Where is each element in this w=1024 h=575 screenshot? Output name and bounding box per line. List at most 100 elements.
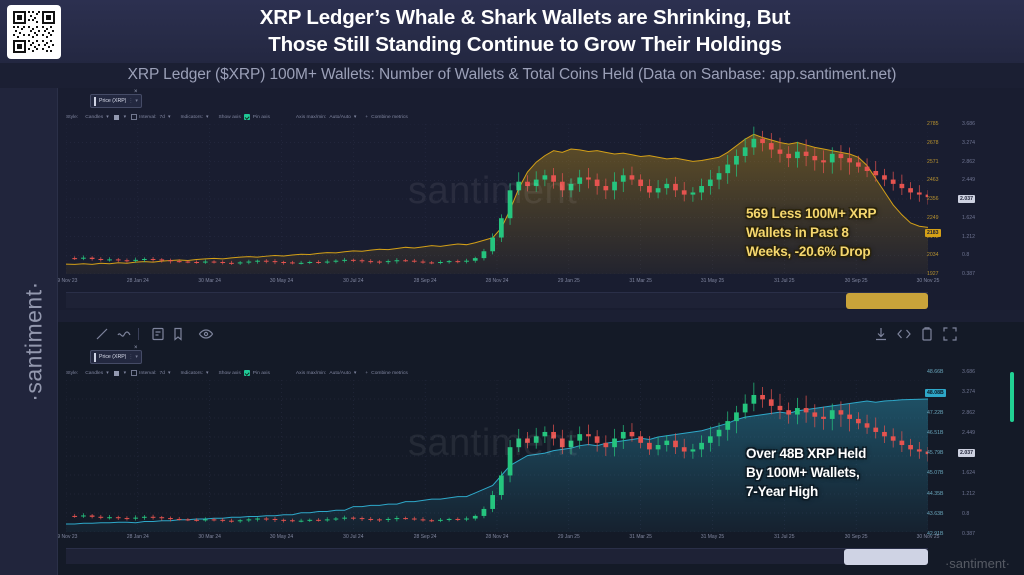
- show-axis-toggle-2[interactable]: [243, 370, 250, 376]
- y-price-tag: 2.037: [958, 449, 975, 457]
- indicators-label-2[interactable]: Indicators:: [180, 370, 204, 376]
- combine-plus-icon-2[interactable]: +: [365, 370, 369, 376]
- color-swatch-icon[interactable]: [113, 114, 119, 120]
- plot-area-1[interactable]: [66, 124, 928, 274]
- y-tick-price: 2.449: [962, 429, 975, 436]
- wave-tool-icon[interactable]: [116, 326, 132, 342]
- interval-label-2: Interval:: [139, 370, 157, 376]
- chip-caret-icon[interactable]: ▾: [135, 98, 138, 104]
- style-caret-icon-2[interactable]: ▾: [106, 371, 109, 376]
- range-scrollbar-2[interactable]: [66, 548, 928, 565]
- note-icon[interactable]: [150, 326, 166, 342]
- metric-chip-price[interactable]: Price (XRP) ⋮ ▾: [90, 94, 142, 108]
- axis-minmax-caret-icon-2[interactable]: ▾: [353, 371, 357, 376]
- y-axis-price-2[interactable]: 3.686 3.274 2.862 2.449 2.037 1.624 1.212 0.8 0.…: [956, 369, 990, 537]
- code-icon[interactable]: [896, 326, 912, 342]
- range-selection-1[interactable]: [846, 293, 928, 309]
- x-tick: 29 Nov 23: [58, 534, 78, 540]
- x-tick: 30 Nov 25: [916, 534, 940, 540]
- y-tick: 42.91B: [927, 531, 944, 537]
- y-tick-price: 0.387: [962, 271, 975, 277]
- style-value-2[interactable]: Candles: [85, 370, 104, 376]
- drawing-toolbar: [58, 322, 1024, 346]
- x-tick: 28 Sep 24: [413, 278, 437, 284]
- qr-code-icon: [7, 5, 61, 59]
- style-caret-icon[interactable]: ▾: [106, 115, 109, 120]
- indicators-label[interactable]: Indicators:: [180, 114, 204, 120]
- calendar-icon[interactable]: [131, 114, 138, 120]
- plot-area-2[interactable]: [66, 380, 928, 532]
- x-tick: 31 May 25: [700, 278, 725, 284]
- x-tick: 28 Nov 24: [485, 278, 509, 284]
- chip-caret-icon-2[interactable]: ▾: [135, 354, 138, 360]
- interval-value[interactable]: 7d: [159, 114, 165, 120]
- y-tick-price: 3.686: [962, 369, 975, 375]
- interval-value-2[interactable]: 7d: [159, 370, 165, 376]
- combine-metrics-label[interactable]: Combine metrics: [371, 114, 408, 120]
- pin-axis-label[interactable]: Pin axis: [252, 114, 270, 120]
- chip-close-icon[interactable]: ×: [134, 89, 138, 95]
- color-caret-icon[interactable]: ▾: [123, 115, 127, 120]
- x-tick: 28 Jan 24: [126, 534, 149, 540]
- line-tool-icon[interactable]: [94, 326, 110, 342]
- axis-minmax-value-2[interactable]: Auto/Auto: [329, 370, 351, 376]
- fullscreen-icon[interactable]: [942, 326, 958, 342]
- calendar-icon-2[interactable]: [131, 370, 138, 376]
- y-tick: 2463: [927, 177, 939, 184]
- indicators-caret-icon[interactable]: ▾: [206, 115, 209, 120]
- eye-icon[interactable]: [198, 326, 214, 342]
- combine-plus-icon[interactable]: +: [365, 114, 369, 120]
- indicators-caret-icon-2[interactable]: ▾: [206, 371, 209, 376]
- axis-minmax-label-2: Axis max/min:: [295, 370, 327, 376]
- axis-minmax-caret-icon[interactable]: ▾: [353, 115, 357, 120]
- annotation-callout-1: 569 Less 100M+ XRP Wallets in Past 8 Wee…: [746, 204, 877, 261]
- x-tick: 30 Sep 25: [844, 534, 868, 540]
- show-axis-toggle[interactable]: [243, 114, 250, 120]
- x-tick: 30 Nov 25: [916, 278, 940, 284]
- y-tick: 44.35B: [927, 490, 944, 497]
- y-axis-price-1[interactable]: 3.686 3.274 2.862 2.449 2.037 1.624 1.212 0.8 0.…: [956, 121, 990, 277]
- metric-chip-price-2[interactable]: Price (XRP) ⋮ ▾: [90, 350, 142, 364]
- y-axis-wallet-count[interactable]: 2785267825712463235622492142203419272183: [924, 121, 958, 277]
- y-tick-price: 0.8: [962, 510, 970, 517]
- interval-caret-icon[interactable]: ▾: [167, 115, 171, 120]
- combine-metrics-label-2[interactable]: Combine metrics: [371, 370, 408, 376]
- callout2-line-1: Over 48B XRP Held: [746, 446, 867, 461]
- range-scrollbar-1[interactable]: [66, 292, 928, 309]
- y-tick-price: 1.624: [962, 214, 975, 221]
- download-icon[interactable]: [873, 326, 889, 342]
- axis-minmax-label: Axis max/min:: [295, 114, 327, 120]
- x-tick: 29 Nov 23: [58, 278, 78, 284]
- y-tick: 2678: [927, 139, 939, 146]
- scroll-indicator[interactable]: [1010, 372, 1014, 422]
- axis-minmax-value[interactable]: Auto/Auto: [329, 114, 351, 120]
- y-tick-price: 2.449: [962, 177, 975, 184]
- x-tick: 31 Mar 25: [629, 278, 652, 284]
- y-axis-coins-held[interactable]: 48.66B 48.08B 47.22B 46.51B 45.79B 45.07B 44.3…: [924, 369, 958, 537]
- color-caret-icon-2[interactable]: ▾: [123, 371, 127, 376]
- y-tick: 2249: [927, 214, 939, 221]
- chart-panel-wallet-count: Price (XRP) ⋮ ▾ × Style: Candles ▾ ▾ Int…: [58, 88, 1024, 310]
- x-tick: 30 Mar 24: [198, 534, 221, 540]
- style-value[interactable]: Candles: [85, 114, 104, 120]
- page-title: XRP Ledger’s Whale & Shark Wallets are S…: [90, 4, 960, 58]
- chart-settings-bar-2: Style: Candles ▾ ▾ Interval: 7d ▾ Indica…: [66, 368, 408, 378]
- pin-axis-label-2[interactable]: Pin axis: [252, 370, 270, 376]
- bookmark-icon[interactable]: [170, 326, 186, 342]
- chip-close-icon-2[interactable]: ×: [134, 345, 138, 351]
- color-swatch-icon-2[interactable]: [113, 370, 119, 376]
- chip-label-2: Price (XRP): [99, 354, 127, 360]
- clipboard-icon[interactable]: [919, 326, 935, 342]
- interval-caret-icon-2[interactable]: ▾: [167, 371, 171, 376]
- range-selection-2[interactable]: [844, 549, 928, 565]
- x-tick: 30 Jul 24: [343, 534, 364, 540]
- y-tick-price: 0.387: [962, 531, 975, 537]
- chip-drag-handle-2[interactable]: ⋮: [128, 354, 134, 360]
- y-tick-price: 1.624: [962, 470, 975, 477]
- x-tick: 31 Jul 25: [774, 534, 795, 540]
- chip-color-bar-2: [94, 352, 96, 362]
- chip-drag-handle[interactable]: ⋮: [128, 98, 134, 104]
- y-price-tag: 2.037: [958, 195, 975, 203]
- chip-label: Price (XRP): [99, 98, 127, 104]
- x-tick: 28 Sep 24: [413, 534, 437, 540]
